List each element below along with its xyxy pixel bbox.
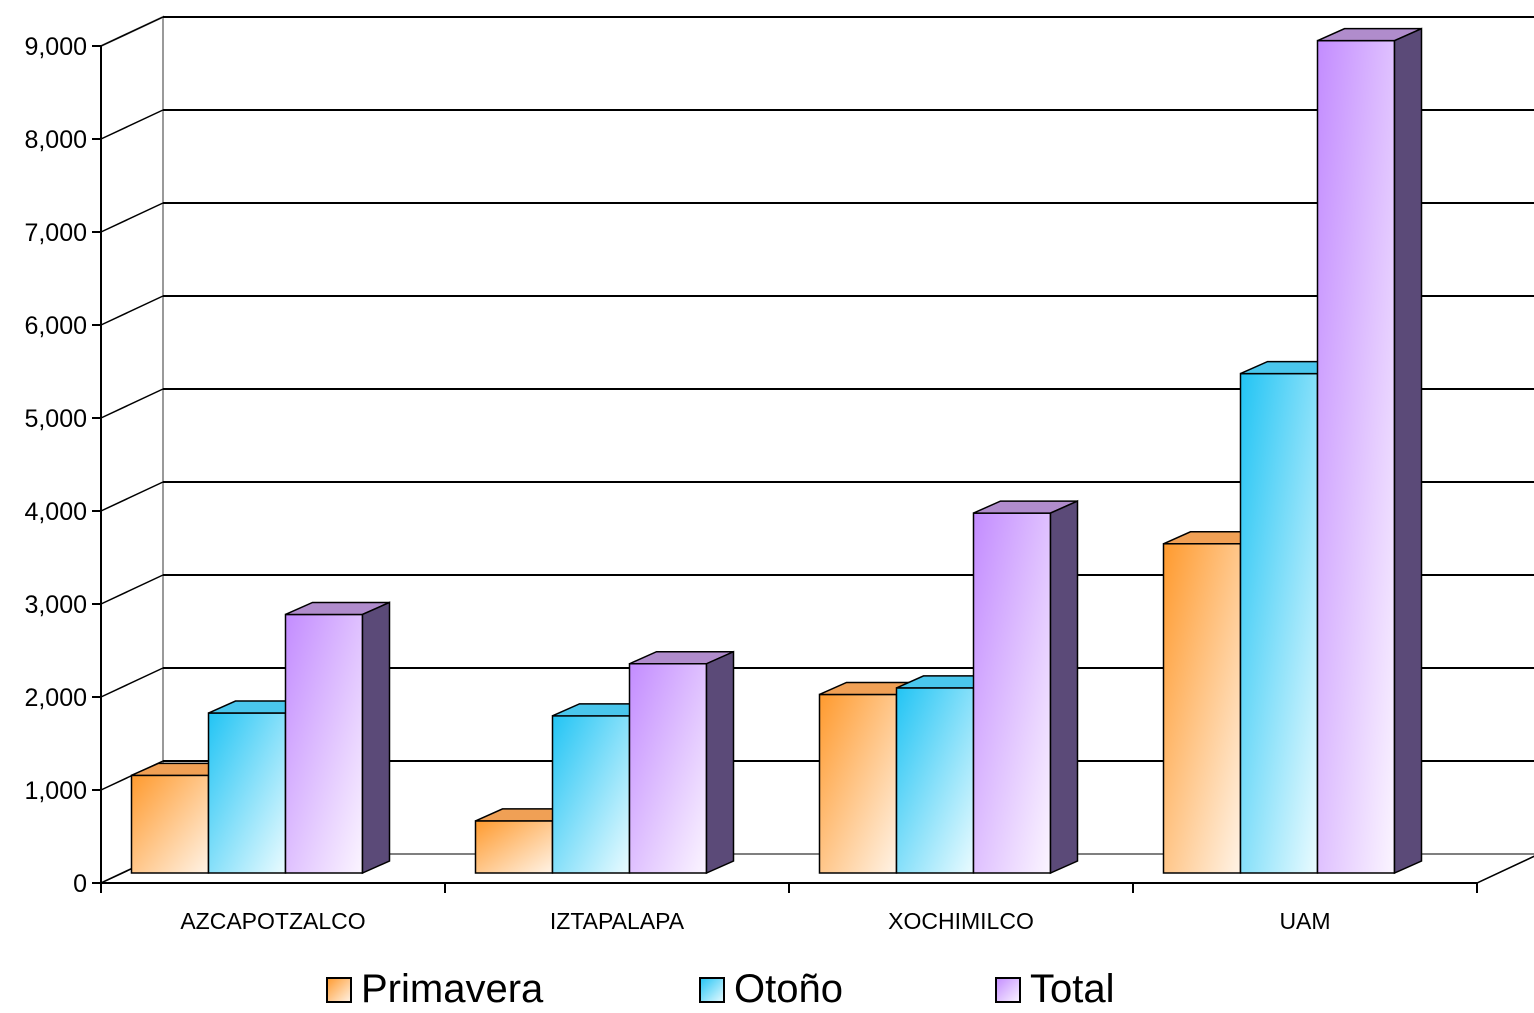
bar-front bbox=[551, 715, 631, 874]
bar-primavera-xochimilco bbox=[818, 681, 924, 874]
gridline-diagonal bbox=[100, 481, 164, 512]
bar-total-uam bbox=[1316, 27, 1423, 875]
y-tick-label: 5,000 bbox=[24, 405, 87, 433]
bar-front bbox=[895, 687, 975, 874]
legend-label: Total bbox=[1030, 967, 1115, 1008]
legend-item-total: Total bbox=[995, 967, 1115, 1011]
y-tick-label: 9,000 bbox=[24, 33, 87, 61]
legend-label: Otoño bbox=[734, 967, 843, 1008]
gridline-diagonal bbox=[100, 667, 164, 698]
y-tick-label: 1,000 bbox=[24, 777, 87, 805]
legend-item-primavera: Primavera bbox=[326, 967, 544, 1011]
bar-primavera-azcapotzalco bbox=[130, 762, 236, 874]
legend: Primavera Otoño Total bbox=[326, 967, 1115, 1011]
bar-front bbox=[130, 774, 210, 874]
bar-front bbox=[972, 512, 1052, 874]
y-tick-label: 6,000 bbox=[24, 312, 87, 340]
y-tick-label: 7,000 bbox=[24, 219, 87, 247]
y-tick-label: 2,000 bbox=[24, 684, 87, 712]
bar-front bbox=[628, 663, 708, 874]
legend-swatch bbox=[995, 977, 1021, 1003]
y-tick-label: 3,000 bbox=[24, 591, 87, 619]
y-tick-label: 8,000 bbox=[24, 126, 87, 154]
category-label: XOCHIMILCO bbox=[888, 908, 1034, 934]
bar-front bbox=[284, 613, 364, 874]
legend-swatch bbox=[326, 977, 352, 1003]
bar-otono-uam bbox=[1239, 360, 1345, 874]
legend-swatch bbox=[699, 977, 725, 1003]
bar-side bbox=[705, 650, 735, 875]
gridline-diagonal bbox=[100, 388, 164, 419]
category-label: IZTAPALAPA bbox=[550, 908, 685, 934]
gridline-diagonal bbox=[100, 16, 164, 47]
bar-front bbox=[818, 693, 898, 874]
bar-front bbox=[1162, 543, 1242, 874]
bar-side bbox=[1049, 499, 1079, 875]
category-label: AZCAPOTZALCO bbox=[180, 908, 365, 934]
bar-front bbox=[207, 712, 287, 874]
category-label: UAM bbox=[1279, 908, 1330, 934]
axis-labels: 0 1,000 2,000 3,000 4,000 5,000 6,000 7,000 8,00… bbox=[24, 33, 1330, 934]
gridline-diagonal bbox=[100, 295, 164, 326]
gridline-diagonal bbox=[100, 109, 164, 140]
bar-front bbox=[1239, 372, 1319, 874]
legend-label: Primavera bbox=[361, 967, 544, 1008]
bars bbox=[130, 27, 1423, 875]
bar-front bbox=[474, 820, 554, 874]
y-tick-label: 4,000 bbox=[24, 498, 87, 526]
bar-total-xochimilco bbox=[972, 499, 1079, 875]
bar-otono-azcapotzalco bbox=[207, 700, 313, 874]
bar-total-iztapalapa bbox=[628, 650, 735, 875]
legend-item-otono: Otoño bbox=[699, 967, 843, 1011]
bar-side bbox=[361, 601, 391, 875]
y-tick-label: 0 bbox=[73, 870, 87, 898]
bar-otono-xochimilco bbox=[895, 675, 1001, 874]
bar-total-azcapotzalco bbox=[284, 601, 391, 875]
bar-side bbox=[1393, 27, 1423, 875]
side-wall bbox=[100, 15, 164, 885]
gridline-diagonal bbox=[100, 202, 164, 233]
gridline-diagonal bbox=[100, 574, 164, 605]
bar-front bbox=[1316, 39, 1396, 874]
floor-right-edge bbox=[1476, 855, 1534, 884]
axes bbox=[92, 45, 1534, 893]
